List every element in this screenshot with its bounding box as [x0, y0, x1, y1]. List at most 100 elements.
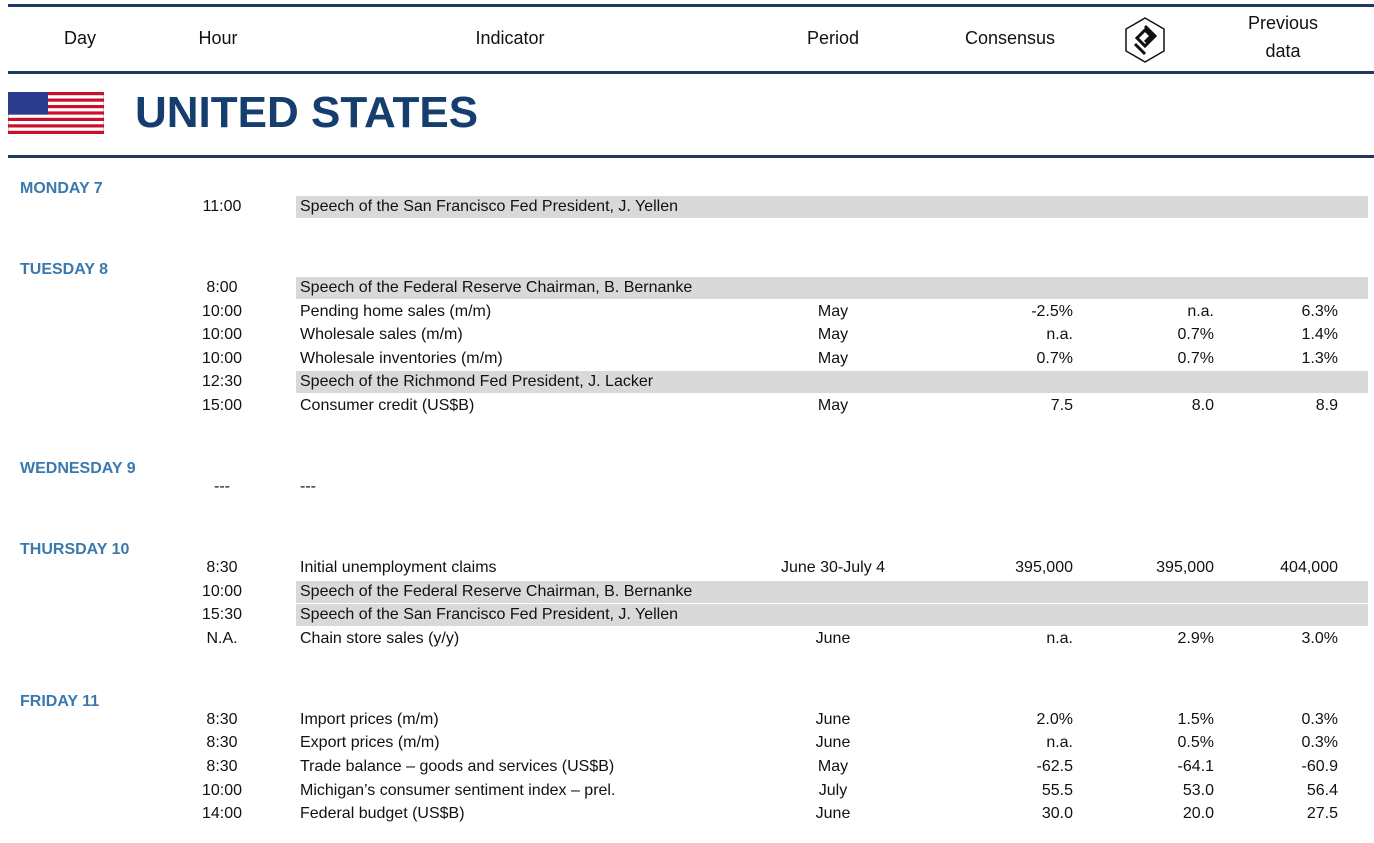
header-previous: Previous: [1247, 13, 1319, 33]
day-label: WEDNESDAY 9: [20, 460, 136, 477]
header-consensus: Consensus: [964, 28, 1056, 48]
highlight-bar: [296, 580, 1368, 603]
indicator: Speech of the San Francisco Fed Presiden…: [300, 198, 679, 215]
hour: 10:00: [201, 781, 243, 799]
hour: 10:00: [201, 302, 243, 320]
hour: 8:30: [206, 559, 238, 576]
hour: 8:00: [206, 279, 238, 296]
consensus: 30.0: [1041, 805, 1073, 823]
hour: 12:30: [201, 373, 243, 391]
header-period: Period: [806, 28, 860, 48]
consensus: 395,000: [1015, 559, 1073, 576]
highlight-bar: [296, 604, 1368, 627]
hour: N.A.: [206, 629, 238, 647]
hour: 15:30: [201, 606, 243, 624]
previous: 0.3%: [1301, 710, 1338, 728]
period: May: [817, 302, 849, 320]
header-indicator: Indicator: [475, 28, 545, 48]
period: May: [817, 397, 849, 414]
hour: 15:00: [201, 397, 243, 414]
consensus: 2.0%: [1036, 710, 1073, 728]
period: May: [817, 758, 849, 775]
indicator: Initial unemployment claims: [300, 559, 497, 576]
previous: 27.5: [1306, 805, 1338, 823]
highlight-bar: [296, 277, 1368, 299]
consensus: -62.5: [1036, 758, 1073, 775]
bank-forecast: 2.9%: [1177, 629, 1214, 647]
period: June: [815, 734, 851, 752]
hour: 8:30: [206, 710, 238, 728]
day-label: FRIDAY 11: [20, 692, 100, 710]
bank-forecast: n.a.: [1187, 302, 1214, 320]
consensus: n.a.: [1046, 734, 1073, 752]
period: June: [815, 629, 851, 647]
indicator: Wholesale sales (m/m): [300, 326, 463, 344]
bank-logo: [1125, 17, 1165, 63]
indicator: Speech of the Federal Reserve Chairman, …: [300, 582, 693, 600]
bank-forecast: 20.0: [1182, 805, 1214, 823]
header-previous: data: [1265, 41, 1301, 61]
header-day: Day: [63, 28, 97, 48]
indicator: Federal budget (US$B): [300, 805, 465, 823]
previous: 8.9: [1315, 397, 1338, 414]
previous: 1.3%: [1301, 349, 1338, 367]
consensus: 0.7%: [1036, 349, 1073, 367]
previous: 56.4: [1306, 781, 1338, 799]
bank-forecast: 53.0: [1182, 781, 1214, 799]
day-label: MONDAY 7: [20, 180, 103, 197]
hour: 10:00: [201, 349, 243, 367]
indicator: Trade balance – goods and services (US$B…: [300, 758, 615, 775]
hour: 8:30: [206, 734, 238, 752]
period: July: [818, 781, 848, 799]
period: June: [815, 805, 851, 823]
bank-forecast: 0.7%: [1177, 326, 1214, 344]
indicator: Speech of the Federal Reserve Chairman, …: [300, 279, 693, 296]
indicator: Export prices (m/m): [300, 734, 440, 752]
indicator: Wholesale inventories (m/m): [300, 349, 503, 367]
highlight-bar: [296, 371, 1368, 394]
consensus: 55.5: [1041, 781, 1073, 799]
day-label: THURSDAY 10: [20, 541, 130, 558]
indicator: Import prices (m/m): [300, 710, 439, 728]
bank-forecast: 0.5%: [1177, 734, 1214, 752]
title-rule: [8, 155, 1374, 158]
indicator: Speech of the San Francisco Fed Presiden…: [300, 606, 679, 624]
previous: 404,000: [1280, 559, 1338, 576]
bank-forecast: 1.5%: [1177, 710, 1214, 728]
hour: 10:00: [201, 326, 243, 344]
country-title: UNITED STATES: [135, 88, 479, 137]
hour: ---: [214, 478, 230, 495]
indicator: Michigan’s consumer sentiment index – pr…: [300, 781, 616, 799]
bank-forecast: -64.1: [1177, 758, 1214, 775]
consensus: 7.5: [1050, 397, 1073, 414]
bank-forecast: 395,000: [1156, 559, 1214, 576]
period: May: [817, 326, 849, 344]
indicator: ---: [300, 478, 316, 495]
previous: -60.9: [1301, 758, 1338, 775]
hour: 11:00: [202, 198, 242, 215]
bank-forecast: 0.7%: [1177, 349, 1214, 367]
indicator: Chain store sales (y/y): [300, 629, 460, 647]
previous: 3.0%: [1301, 629, 1338, 647]
consensus: n.a.: [1046, 629, 1073, 647]
indicator: Pending home sales (m/m): [300, 302, 492, 320]
period: June 30-July 4: [780, 559, 886, 576]
top-rule: [8, 4, 1374, 7]
header-rule: [8, 71, 1374, 74]
hour: 8:30: [206, 758, 238, 775]
previous: 1.4%: [1301, 326, 1338, 344]
previous: 0.3%: [1301, 734, 1338, 752]
period: May: [817, 349, 849, 367]
day-label: TUESDAY 8: [20, 261, 109, 278]
bank-forecast: 8.0: [1191, 397, 1214, 414]
hour: 14:00: [201, 805, 243, 823]
header-hour: Hour: [198, 28, 238, 48]
previous: 6.3%: [1301, 302, 1338, 320]
indicator: Consumer credit (US$B): [300, 397, 475, 414]
hour: 10:00: [201, 582, 243, 600]
consensus: n.a.: [1046, 326, 1073, 344]
indicator: Speech of the Richmond Fed President, J.…: [300, 373, 654, 391]
us-flag: [8, 92, 104, 134]
highlight-bar: [296, 196, 1368, 218]
